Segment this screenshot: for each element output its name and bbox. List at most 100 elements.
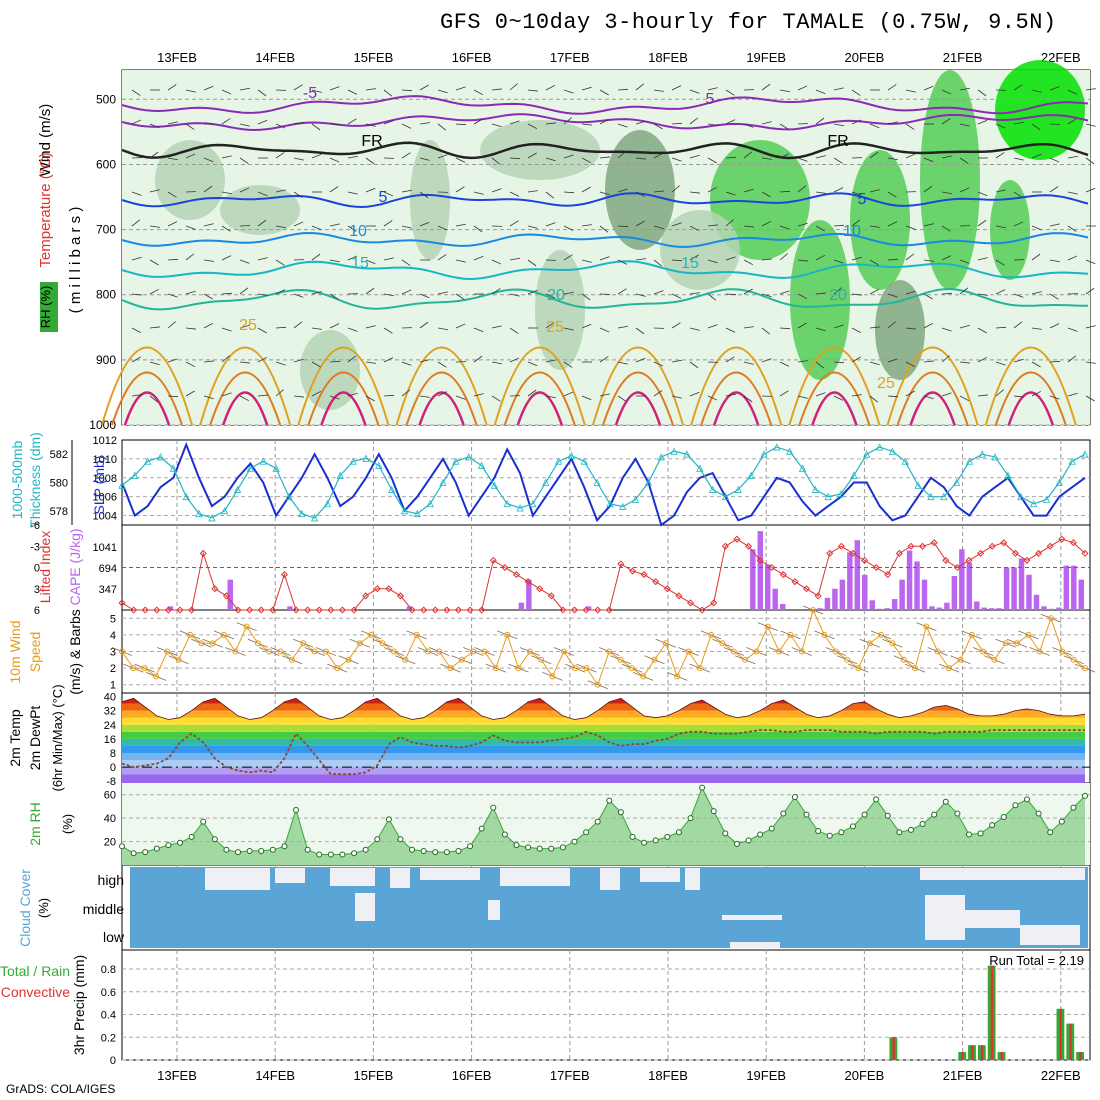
wind-barb (257, 356, 268, 363)
cape-bar (906, 550, 913, 610)
contour-label: FR (361, 133, 382, 150)
rh2m-point (1058, 818, 1065, 825)
rh2m-point (826, 832, 833, 839)
wind-barb (977, 119, 988, 125)
thickness-point (978, 450, 986, 458)
cloud-level-label: low (103, 929, 125, 945)
wind-barb (923, 395, 934, 400)
wind-barb (311, 253, 321, 261)
wind-barb (779, 123, 789, 130)
cape-bar (944, 602, 950, 610)
thickness-point (991, 453, 999, 461)
wind-barb (1013, 157, 1024, 161)
wind-barb (365, 325, 376, 329)
wind-barb (1067, 392, 1078, 397)
wind-speed-point (560, 648, 567, 655)
thickness-tick: 578 (50, 506, 68, 518)
wind-speed-point (243, 623, 250, 630)
cape-bar (1063, 565, 1070, 610)
wind-barb (797, 222, 808, 227)
lifted-index-point (396, 592, 404, 600)
lifted-index-point (454, 606, 463, 614)
contour-label: 25 (546, 319, 564, 336)
thickness-point (144, 457, 152, 465)
lifted-index-point (849, 549, 857, 557)
wind-barb (1049, 223, 1060, 227)
wind-barb (563, 89, 574, 94)
lifted-index-point (721, 542, 729, 550)
rh2m-point (525, 844, 532, 851)
wind-speed-point (164, 648, 171, 655)
wind-speed-point (991, 656, 998, 663)
temperature-band (122, 738, 1085, 746)
wind-barb (743, 288, 753, 295)
wind-barb (221, 355, 230, 363)
wind-barb (887, 258, 899, 261)
wind-barb (887, 221, 898, 227)
rh2m-point (629, 833, 636, 840)
cloud-gap (275, 868, 305, 883)
cape-bar (1011, 567, 1017, 610)
wind-barb (131, 327, 142, 334)
thickness-ylabel-1: 1000-500mb (9, 440, 25, 519)
wind-barb (635, 191, 646, 198)
lifted-index-point (304, 606, 312, 614)
wind-barb (851, 293, 862, 296)
cape-bar (899, 579, 905, 610)
wind-barb (779, 89, 790, 93)
wind-barb (347, 255, 358, 261)
thickness-point (721, 492, 730, 501)
precip-label-convective: Convective (1, 984, 70, 1000)
wind-speed-point (594, 681, 601, 688)
wind-barb (959, 123, 970, 127)
temperature-band (122, 724, 1085, 732)
thickness-point (426, 499, 434, 508)
wind-barb (329, 86, 340, 91)
rh2m-point (397, 836, 404, 843)
wind-barb (1085, 157, 1095, 165)
temperature-contour (307, 371, 380, 426)
slp-tick: 1010 (93, 454, 117, 466)
lifted-index-point (652, 578, 660, 586)
wind-barb (599, 356, 609, 363)
wind-barb (311, 225, 322, 231)
wind-speed-point (458, 656, 465, 663)
wind-speed-point (844, 656, 851, 663)
wind-barb (455, 259, 466, 263)
rh2m-point (165, 842, 172, 849)
date-label-top: 20FEB (845, 50, 885, 65)
thickness-point (952, 478, 961, 486)
wind-barb (527, 389, 537, 397)
cape-bar (876, 608, 883, 610)
wind-barb (743, 188, 754, 193)
wind-barb (473, 191, 484, 195)
wind-barb (473, 225, 483, 233)
rh-shading (155, 140, 225, 220)
wind-barb (329, 293, 339, 300)
precip-ylabel-1: 3hr Precip (mm) (71, 955, 87, 1055)
rh2m-point (617, 809, 624, 816)
wind-barb (923, 85, 934, 91)
wind-barb (617, 225, 629, 228)
lifted-index-point (176, 606, 184, 614)
wind-barb (779, 190, 791, 193)
wind-barb (545, 322, 555, 329)
wind-speed-point (889, 640, 896, 647)
wind-barb (689, 117, 699, 125)
wind-barb (185, 153, 196, 159)
wind-barb (1031, 291, 1042, 295)
temperature-contour (1007, 391, 1054, 426)
wind-barb (329, 395, 340, 400)
wind-barb (545, 84, 556, 91)
wind-barb (329, 223, 340, 227)
wind-speed-point (900, 656, 907, 663)
wind-barb (365, 123, 376, 127)
wind-barb (383, 220, 393, 227)
thickness-point (554, 457, 563, 465)
thickness-point (631, 495, 640, 503)
wind-barb (203, 185, 213, 193)
wind-barb (941, 89, 952, 95)
wind-barb (635, 293, 646, 297)
wind-barb (761, 220, 772, 227)
wind-barb (779, 390, 789, 397)
